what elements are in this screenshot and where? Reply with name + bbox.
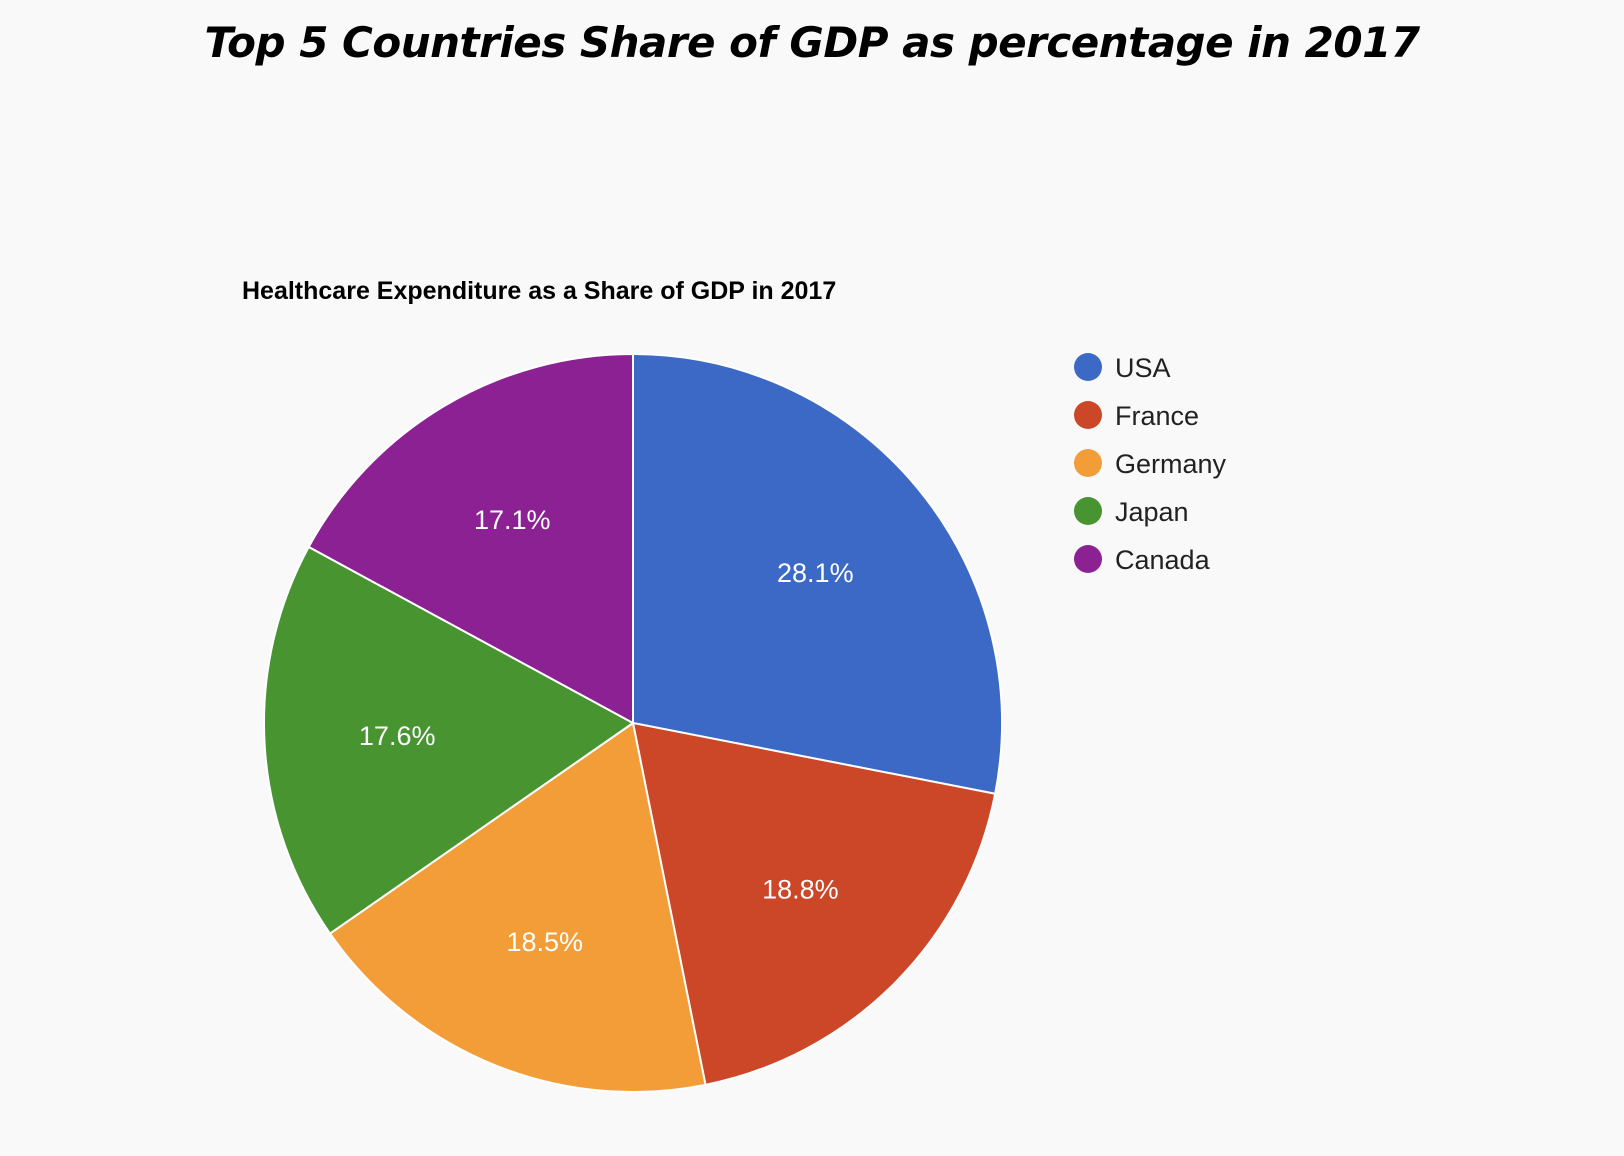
pie-slice-germany[interactable]	[328, 721, 707, 1093]
legend-item-japan[interactable]: Japan	[1074, 497, 1189, 527]
pie-data-labels: 28.1% 18.8% 18.5% 17.6% 17.1%	[359, 505, 854, 957]
legend-swatch-usa	[1074, 353, 1102, 381]
legend-item-usa[interactable]: USA	[1074, 353, 1171, 383]
legend-label-france: France	[1115, 401, 1199, 431]
page-title: Top 5 Countries Share of GDP as percenta…	[204, 18, 1420, 67]
pie-slices	[263, 352, 1003, 1093]
legend-swatch-japan	[1074, 497, 1102, 525]
chart-title: Healthcare Expenditure as a Share of GDP…	[242, 277, 836, 305]
legend-label-canada: Canada	[1115, 545, 1211, 575]
data-label-canada: 17.1%	[474, 505, 551, 535]
pie-slice-usa[interactable]	[632, 352, 1003, 795]
legend-item-france[interactable]: France	[1074, 401, 1199, 431]
pie-slice-france[interactable]	[631, 721, 997, 1086]
legend-label-japan: Japan	[1115, 497, 1189, 527]
legend-swatch-germany	[1074, 449, 1102, 477]
data-label-japan: 17.6%	[359, 721, 436, 751]
legend-item-canada[interactable]: Canada	[1074, 545, 1211, 575]
pie-slice-japan[interactable]	[263, 545, 635, 935]
data-label-germany: 18.5%	[506, 927, 583, 957]
legend-label-germany: Germany	[1115, 449, 1227, 479]
legend-label-usa: USA	[1115, 353, 1171, 383]
data-label-france: 18.8%	[762, 875, 839, 905]
pie-slice-canada[interactable]	[307, 352, 634, 725]
legend-swatch-canada	[1074, 545, 1102, 573]
data-label-usa: 28.1%	[777, 558, 854, 588]
legend-item-germany[interactable]: Germany	[1074, 449, 1227, 479]
legend: USA France Germany Japan Canada	[1074, 353, 1227, 575]
legend-swatch-france	[1074, 401, 1102, 429]
